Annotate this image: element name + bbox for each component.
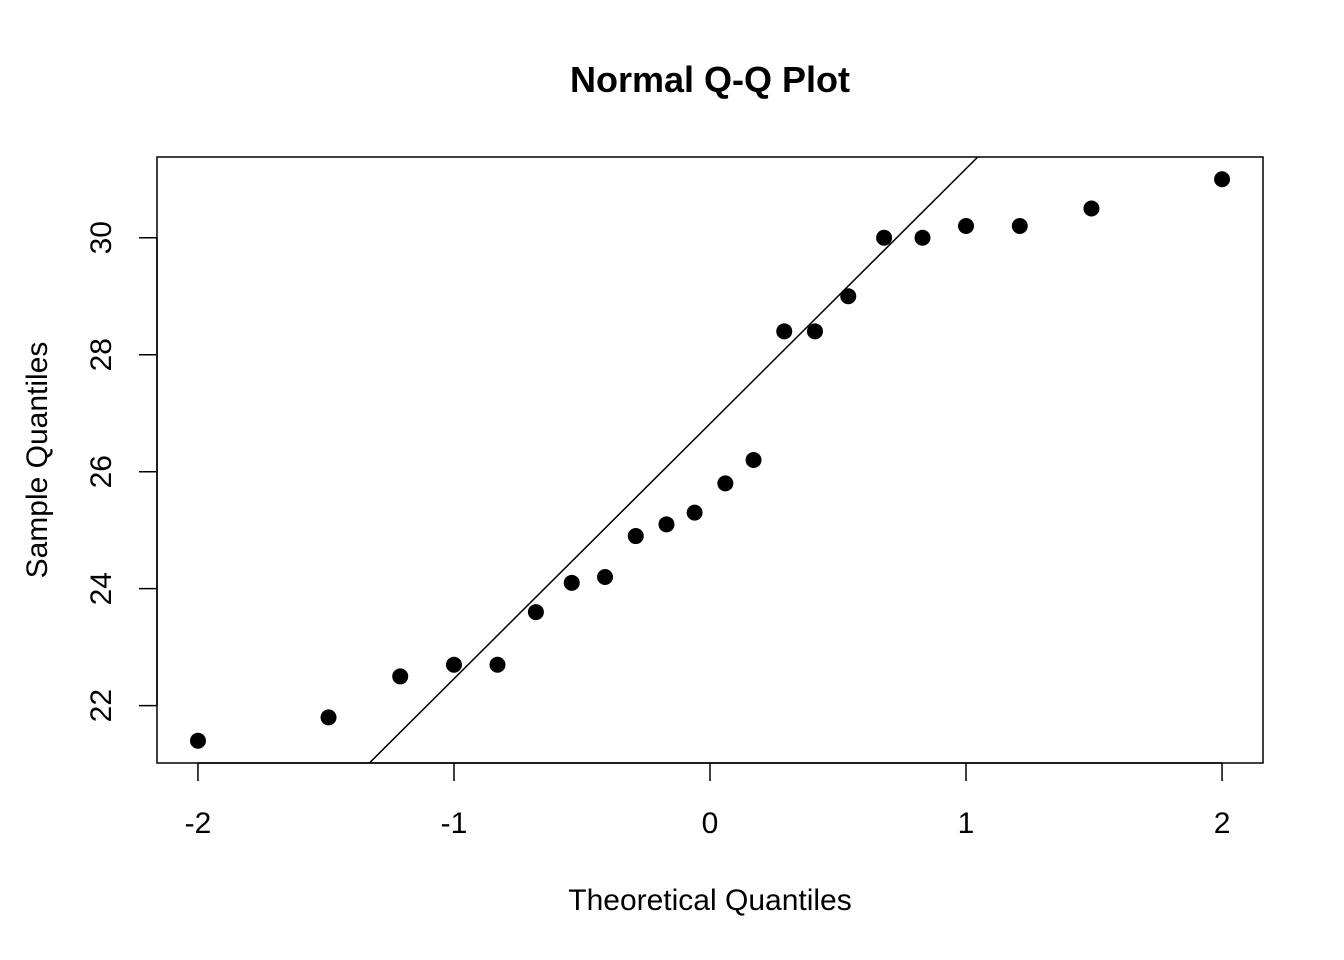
x-axis: -2 -1 0 1 2 xyxy=(185,762,1231,840)
data-point xyxy=(717,475,734,492)
data-point xyxy=(686,504,703,521)
data-point xyxy=(1083,200,1100,217)
reference-line-group xyxy=(368,157,979,763)
data-point xyxy=(1214,171,1231,188)
x-tick-label: 1 xyxy=(958,807,975,840)
data-point xyxy=(627,528,644,545)
data-point xyxy=(563,574,580,591)
data-point xyxy=(489,656,506,673)
data-point xyxy=(776,323,793,340)
data-point xyxy=(392,668,409,685)
y-tick-label: 30 xyxy=(85,221,118,254)
data-point xyxy=(445,656,462,673)
data-point xyxy=(597,568,614,585)
data-point xyxy=(527,604,544,621)
y-tick-label: 22 xyxy=(85,689,118,722)
data-point xyxy=(958,218,975,235)
y-tick-label: 24 xyxy=(85,572,118,605)
data-point xyxy=(914,229,931,246)
x-axis-label: Theoretical Quantiles xyxy=(568,884,851,917)
data-point xyxy=(1011,218,1028,235)
data-points xyxy=(189,171,1231,749)
y-axis: 22 24 26 28 30 xyxy=(85,221,158,722)
data-point xyxy=(806,323,823,340)
plot-frame xyxy=(156,156,1264,764)
data-point xyxy=(840,288,857,305)
data-point xyxy=(876,229,893,246)
y-axis-label: Sample Quantiles xyxy=(21,342,54,579)
y-tick-label: 28 xyxy=(85,338,118,371)
x-tick-label: -2 xyxy=(185,807,212,840)
data-point xyxy=(745,452,762,468)
data-point xyxy=(320,709,337,726)
y-tick-label: 26 xyxy=(85,455,118,488)
data-point xyxy=(189,732,206,749)
x-tick-label: 2 xyxy=(1214,807,1231,840)
data-point xyxy=(658,516,675,533)
qq-reference-line xyxy=(368,157,979,763)
x-tick-label: -1 xyxy=(441,807,468,840)
plot-area xyxy=(156,156,1264,764)
chart-title: Normal Q-Q Plot xyxy=(570,59,850,100)
x-tick-label: 0 xyxy=(702,807,719,840)
